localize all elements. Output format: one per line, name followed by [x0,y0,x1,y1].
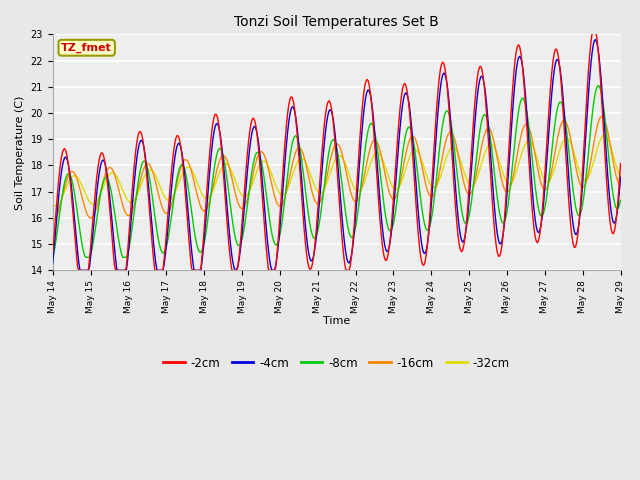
Y-axis label: Soil Temperature (C): Soil Temperature (C) [15,95,25,210]
Text: TZ_fmet: TZ_fmet [61,43,112,53]
X-axis label: Time: Time [323,316,350,326]
Legend: -2cm, -4cm, -8cm, -16cm, -32cm: -2cm, -4cm, -8cm, -16cm, -32cm [159,352,515,374]
Title: Tonzi Soil Temperatures Set B: Tonzi Soil Temperatures Set B [234,15,439,29]
